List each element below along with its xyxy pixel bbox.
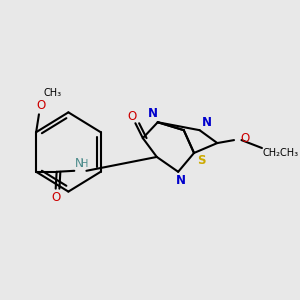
Text: CH₂CH₃: CH₂CH₃ <box>262 148 298 158</box>
Text: O: O <box>51 191 60 204</box>
Text: N: N <box>75 158 83 170</box>
Text: S: S <box>197 154 206 167</box>
Text: H: H <box>81 159 88 169</box>
Text: CH₃: CH₃ <box>44 88 62 98</box>
Text: O: O <box>241 132 250 145</box>
Text: N: N <box>202 116 212 129</box>
Text: N: N <box>176 174 186 187</box>
Text: O: O <box>127 110 136 123</box>
Text: N: N <box>148 107 158 120</box>
Text: O: O <box>36 99 45 112</box>
